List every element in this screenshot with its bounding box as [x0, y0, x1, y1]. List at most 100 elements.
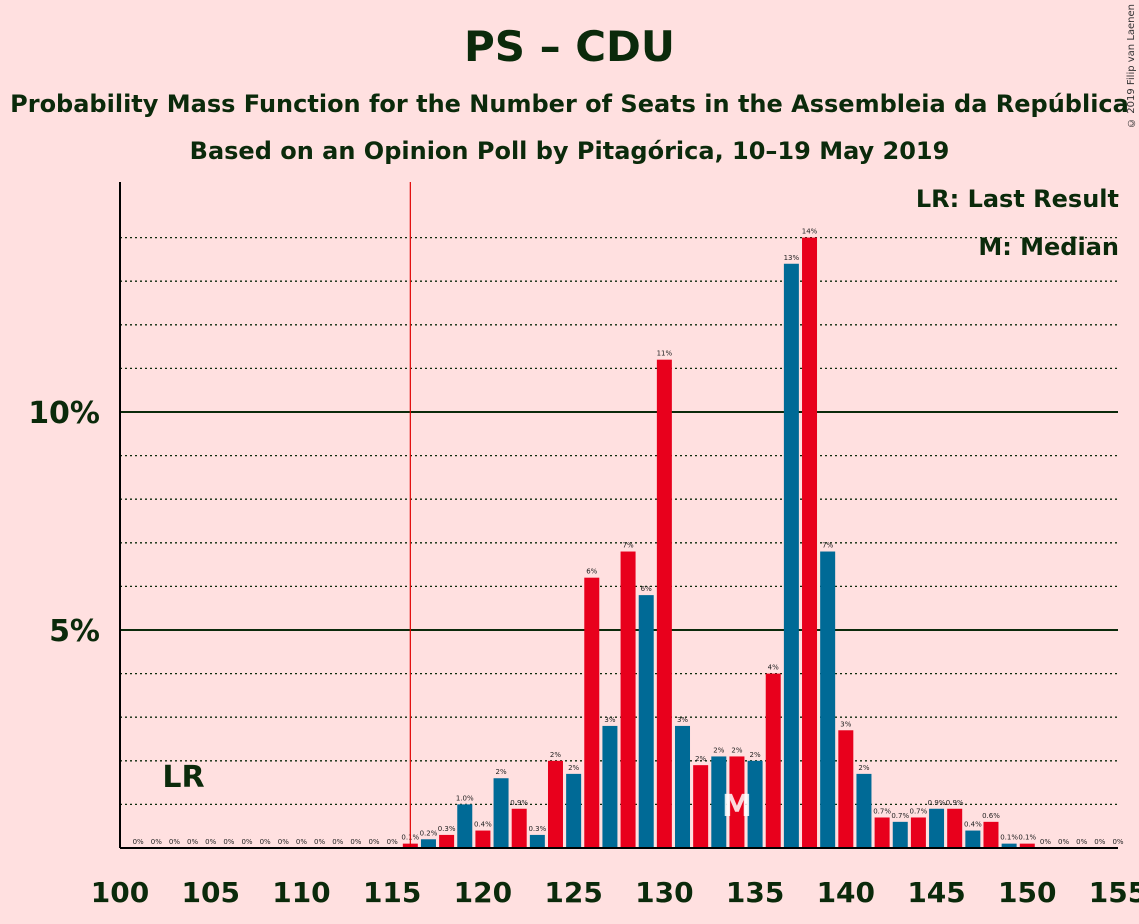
- bar-label-seat-131: 3%: [677, 716, 688, 724]
- bar-seat-141: [856, 773, 872, 848]
- bar-seat-129: [638, 595, 654, 848]
- bar-label-seat-102: 0%: [151, 838, 162, 846]
- bar-seat-146: [947, 808, 963, 848]
- x-tick-label-145: 145: [907, 876, 965, 909]
- bar-label-seat-129: 6%: [641, 585, 652, 593]
- bar-label-seat-150: 0.1%: [1018, 834, 1036, 842]
- chart-title: PS – CDU: [463, 22, 676, 71]
- last-result-marker: LR: [162, 760, 204, 795]
- x-tick-label-115: 115: [363, 876, 421, 909]
- x-tick-label-100: 100: [91, 876, 149, 909]
- bar-seat-148: [983, 821, 999, 848]
- bar-seat-149: [1001, 843, 1017, 848]
- bar-label-seat-111: 0%: [314, 838, 325, 846]
- bar-label-seat-110: 0%: [296, 838, 307, 846]
- bar-seat-139: [820, 551, 836, 848]
- bar-label-seat-135: 2%: [750, 751, 761, 759]
- bar-seat-145: [929, 808, 945, 848]
- bar-seat-150: [1019, 843, 1035, 848]
- bar-label-seat-139: 7%: [822, 542, 833, 550]
- bar-label-seat-132: 2%: [695, 755, 706, 763]
- x-tick-label-130: 130: [635, 876, 693, 909]
- bar-seat-125: [566, 773, 582, 848]
- bar-seat-133: [711, 756, 727, 848]
- x-tick-label-140: 140: [817, 876, 875, 909]
- bar-label-seat-147: 0.4%: [964, 821, 982, 829]
- bar-seat-136: [765, 673, 781, 848]
- bar-seat-130: [656, 359, 672, 848]
- bar-label-seat-142: 0.7%: [873, 807, 891, 815]
- bar-label-seat-144: 0.7%: [910, 807, 928, 815]
- bar-label-seat-108: 0%: [260, 838, 271, 846]
- bar-label-seat-138: 14%: [802, 228, 818, 236]
- bar-seat-147: [965, 830, 981, 848]
- bar-seat-117: [420, 839, 436, 848]
- bar-seat-126: [584, 577, 600, 848]
- bar-label-seat-123: 0.3%: [528, 825, 546, 833]
- x-tick-label-125: 125: [544, 876, 602, 909]
- bar-label-seat-154: 0%: [1094, 838, 1105, 846]
- x-tick-label-120: 120: [454, 876, 512, 909]
- bar-label-seat-121: 2%: [495, 768, 506, 776]
- bar-seat-123: [529, 834, 545, 848]
- bar-label-seat-130: 11%: [657, 350, 673, 358]
- bar-label-seat-149: 0.1%: [1000, 834, 1018, 842]
- bar-label-seat-120: 0.4%: [474, 821, 492, 829]
- bar-seat-142: [874, 817, 890, 848]
- bar-label-seat-112: 0%: [332, 838, 343, 846]
- bar-label-seat-153: 0%: [1076, 838, 1087, 846]
- axes-group: LR M 100 105 110 115 120 125 130 135 140 145 150 155 5…: [28, 182, 1139, 909]
- bar-label-seat-143: 0.7%: [891, 812, 909, 820]
- bar-label-seat-148: 0.6%: [982, 812, 1000, 820]
- bar-seat-119: [457, 804, 473, 848]
- grid-lines: [120, 236, 1118, 806]
- bar-seat-121: [493, 778, 509, 848]
- bar-label-seat-118: 0.3%: [438, 825, 456, 833]
- bar-label-seat-128: 7%: [623, 542, 634, 550]
- x-tick-label-110: 110: [272, 876, 330, 909]
- bar-label-seat-119: 1.0%: [456, 794, 474, 802]
- bar-label-seat-117: 0.2%: [420, 829, 438, 837]
- bar-label-seat-127: 3%: [604, 716, 615, 724]
- bar-label-seat-105: 0%: [205, 838, 216, 846]
- bar-seat-137: [783, 263, 799, 848]
- bar-seat-118: [439, 834, 455, 848]
- bar-label-seat-122: 0.9%: [510, 799, 528, 807]
- bar-label-seat-101: 0%: [133, 838, 144, 846]
- bar-label-seat-134: 2%: [731, 746, 742, 754]
- bar-label-seat-115: 0%: [387, 838, 398, 846]
- bar-label-seat-107: 0%: [241, 838, 252, 846]
- bar-label-seat-137: 13%: [784, 254, 800, 262]
- bar-seat-140: [838, 730, 854, 848]
- bar-label-seat-140: 3%: [840, 720, 851, 728]
- bar-label-seat-136: 4%: [768, 664, 779, 672]
- x-tick-label-150: 150: [998, 876, 1056, 909]
- bar-seat-122: [511, 808, 527, 848]
- bar-label-seat-145: 0.9%: [928, 799, 946, 807]
- y-tick-label-5: 5%: [49, 614, 100, 649]
- bar-seat-132: [693, 765, 709, 848]
- bar-seat-128: [620, 551, 636, 848]
- bar-label-seat-146: 0.9%: [946, 799, 964, 807]
- bar-seat-124: [547, 760, 563, 848]
- bar-seat-144: [910, 817, 926, 848]
- x-tick-label-135: 135: [726, 876, 784, 909]
- bar-label-seat-141: 2%: [858, 764, 869, 772]
- bar-label-seat-133: 2%: [713, 746, 724, 754]
- median-marker: M: [722, 789, 752, 824]
- bar-label-seat-114: 0%: [368, 838, 379, 846]
- chart-subtitle-poll: Based on an Opinion Poll by Pitagórica, …: [189, 137, 950, 165]
- legend-last-result: LR: Last Result: [915, 185, 1119, 213]
- bar-label-seat-106: 0%: [223, 838, 234, 846]
- bar-seat-143: [892, 821, 908, 848]
- bar-seat-134: [729, 756, 745, 848]
- bar-seat-135: [747, 760, 763, 848]
- y-tick-label-10: 10%: [28, 396, 100, 431]
- bar-labels-group: 0%0%0%0%0%0%0%0%0%0%0%0%0%0%0%0.1%0.2%0.…: [133, 228, 1124, 846]
- chart-subtitle-pmf: Probability Mass Function for the Number…: [10, 90, 1129, 118]
- bar-label-seat-124: 2%: [550, 751, 561, 759]
- bar-label-seat-151: 0%: [1040, 838, 1051, 846]
- bar-seat-138: [802, 237, 818, 849]
- bar-seat-127: [602, 725, 618, 848]
